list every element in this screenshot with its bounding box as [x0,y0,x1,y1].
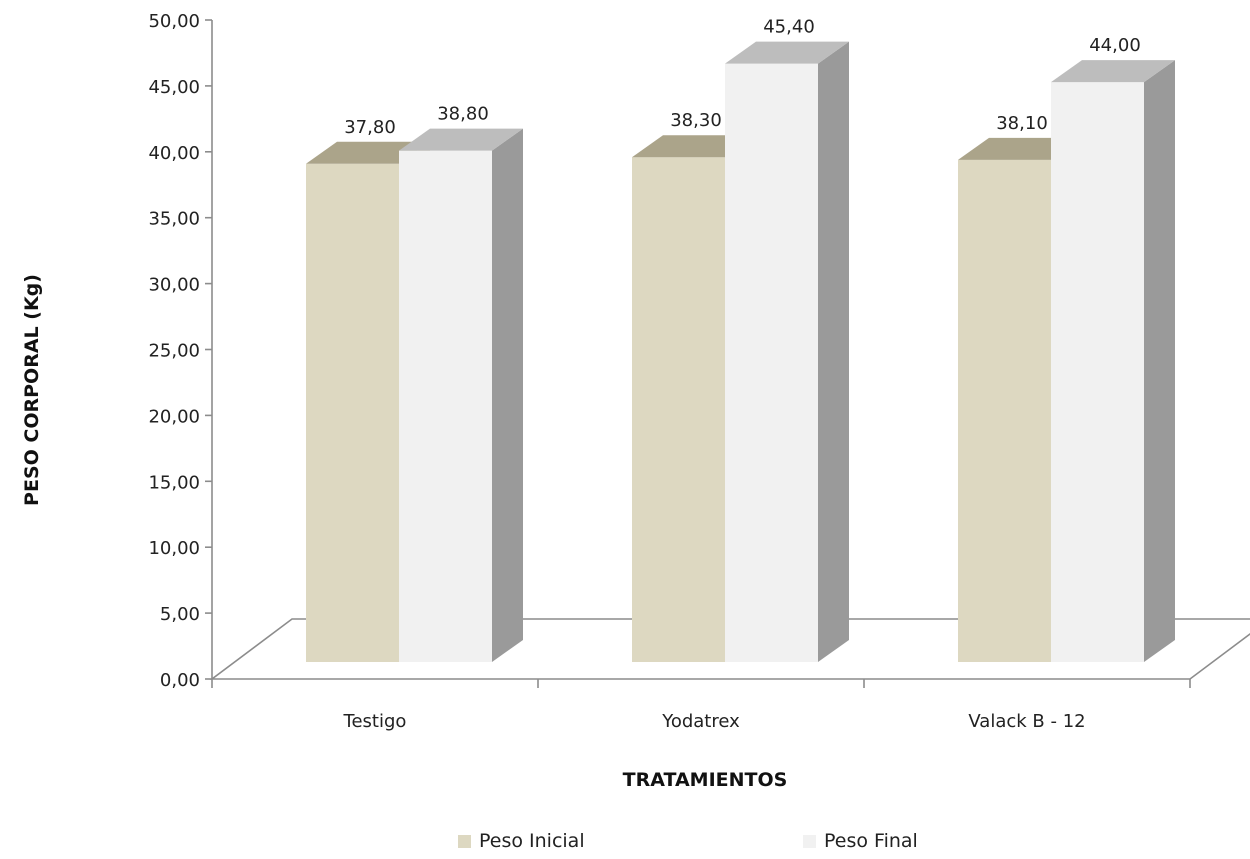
data-label-peso-inicial-valack-b-12: 38,10 [996,113,1048,134]
bar-side [1144,60,1175,662]
y-tick-label: 35,00 [148,209,200,230]
legend-swatch-peso-final [803,834,816,848]
legend-swatch-peso-inicial [458,834,471,848]
data-labels: 37,80 38,80 38,30 45,40 38,10 44,00 [344,17,1141,138]
x-tick-label: Valack B - 12 [968,711,1085,732]
y-tick-label: 15,00 [148,472,200,493]
data-label-peso-final-valack-b-12: 44,00 [1089,35,1141,56]
x-tick-label: Testigo [343,711,407,732]
y-tick-label: 10,00 [148,538,200,559]
bar-peso-final-valack-b-12 [1051,60,1175,662]
bar-top [1051,60,1175,83]
y-tick-label: 5,00 [160,604,200,625]
data-label-peso-inicial-testigo: 37,80 [344,117,396,138]
legend-label-peso-inicial: Peso Inicial [479,830,585,852]
y-tick-label: 50,00 [148,11,200,32]
y-tick-label: 30,00 [148,275,200,296]
bar-front [725,63,818,663]
bar-top [399,128,523,151]
bar-peso-final-yodatrex [725,41,849,663]
data-label-peso-final-yodatrex: 45,40 [763,17,815,38]
bar-peso-final-testigo [399,128,523,663]
data-label-peso-inicial-yodatrex: 38,30 [670,110,722,131]
bar-side [818,41,849,663]
y-tick-label: 45,00 [148,77,200,98]
bar-front [1051,82,1144,662]
bars [306,41,1175,663]
legend-label-peso-final: Peso Final [824,830,918,852]
bar-front [399,150,492,662]
bar-side [492,128,523,663]
y-tick-label: 40,00 [148,143,200,164]
y-tick-label: 25,00 [148,341,200,362]
legend-item-peso-final: Peso Final [803,830,918,852]
y-tick-label: 20,00 [148,406,200,427]
legend: Peso Inicial Peso Final [0,830,1250,858]
x-axis: Testigo Yodatrex Valack B - 12 [211,679,1191,732]
y-axis-title: PESO CORPORAL (Kg) [21,274,43,506]
bar-front [632,157,725,662]
bar-front [958,159,1051,663]
x-tick-label: Yodatrex [661,711,740,732]
legend-item-peso-inicial: Peso Inicial [458,830,585,852]
data-label-peso-final-testigo: 38,80 [437,104,489,125]
bar-top [725,41,849,64]
y-tick-label: 0,00 [160,670,200,691]
y-axis: 0,00 5,00 10,00 15,00 20,00 25,00 30,00 35,00 40… [148,11,213,691]
x-axis-title: TRATAMIENTOS [623,769,788,791]
bar-front [306,163,399,662]
